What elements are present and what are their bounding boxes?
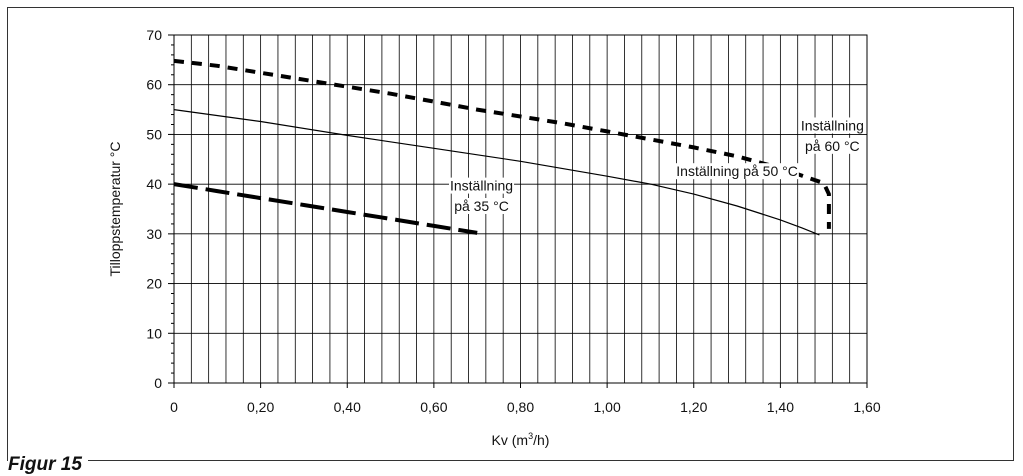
figure-frame: 0 0,20 0,40 0,60 0,80 1,00 1,20 1,40 1,60 0 10 20 3… xyxy=(7,7,1014,476)
series-line-2 xyxy=(173,109,820,236)
minor-grid xyxy=(190,35,851,383)
x-tick-label: 0,40 xyxy=(334,399,361,415)
series-line-3 xyxy=(173,182,478,235)
y-tick-labels: 0 10 20 30 40 50 60 70 xyxy=(146,27,162,391)
y-tick-label: 40 xyxy=(146,176,162,192)
series-line-1 xyxy=(173,58,831,229)
annotation-backing xyxy=(448,177,515,194)
y-tick-label: 50 xyxy=(146,126,162,142)
annotation-inst35-line1: Inställning xyxy=(450,178,513,194)
y-tick-label: 70 xyxy=(146,27,162,43)
x-axis-label-sup: 3 xyxy=(528,431,533,441)
annotation-backing xyxy=(804,137,861,154)
y-tick-label: 20 xyxy=(146,276,162,292)
x-axis-label-end: /h) xyxy=(533,432,549,448)
annotation-inst50: Inställning på 50 °C xyxy=(676,163,798,179)
tick-marks xyxy=(168,34,868,388)
y-tick-label: 0 xyxy=(154,375,162,391)
x-tick-label: 1,20 xyxy=(680,399,707,415)
annotation-backing xyxy=(453,197,510,214)
x-tick-label: 1,00 xyxy=(594,399,621,415)
x-tick-labels: 0 0,20 0,40 0,60 0,80 1,00 1,20 1,40 1,60 xyxy=(170,399,881,415)
y-tick-label: 60 xyxy=(146,77,162,93)
chart: 0 0,20 0,40 0,60 0,80 1,00 1,20 1,40 1,60 0 10 20 3… xyxy=(107,27,881,448)
annotation-inst35-line2: på 35 °C xyxy=(454,198,509,214)
x-tick-label: 0,20 xyxy=(247,399,274,415)
y-axis-label: Tilloppstemperatur °C xyxy=(107,141,123,276)
x-tick-label: 1,40 xyxy=(767,399,794,415)
x-axis-label-main: Kv (m xyxy=(492,432,529,448)
annotation-inst60-line2: på 60 °C xyxy=(805,138,860,154)
y-tick-label: 10 xyxy=(146,325,162,341)
x-tick-label: 0,80 xyxy=(507,399,534,415)
annotation-backing xyxy=(799,117,865,134)
x-tick-label: 0,60 xyxy=(420,399,447,415)
annotation-inst60-line1: Inställning xyxy=(801,117,864,133)
figure-caption: Figur 15 xyxy=(8,454,88,476)
y-tick-label: 30 xyxy=(146,226,162,242)
annotation-layer: Inställning på 35 °C Inställning på 50 °C I… xyxy=(448,117,865,214)
annotation-backing xyxy=(675,163,799,180)
x-tick-label: 1,60 xyxy=(853,399,880,415)
x-tick-label: 0 xyxy=(170,399,178,415)
series-layer xyxy=(173,58,831,236)
x-axis-label: Kv (m3/h) xyxy=(492,431,550,448)
